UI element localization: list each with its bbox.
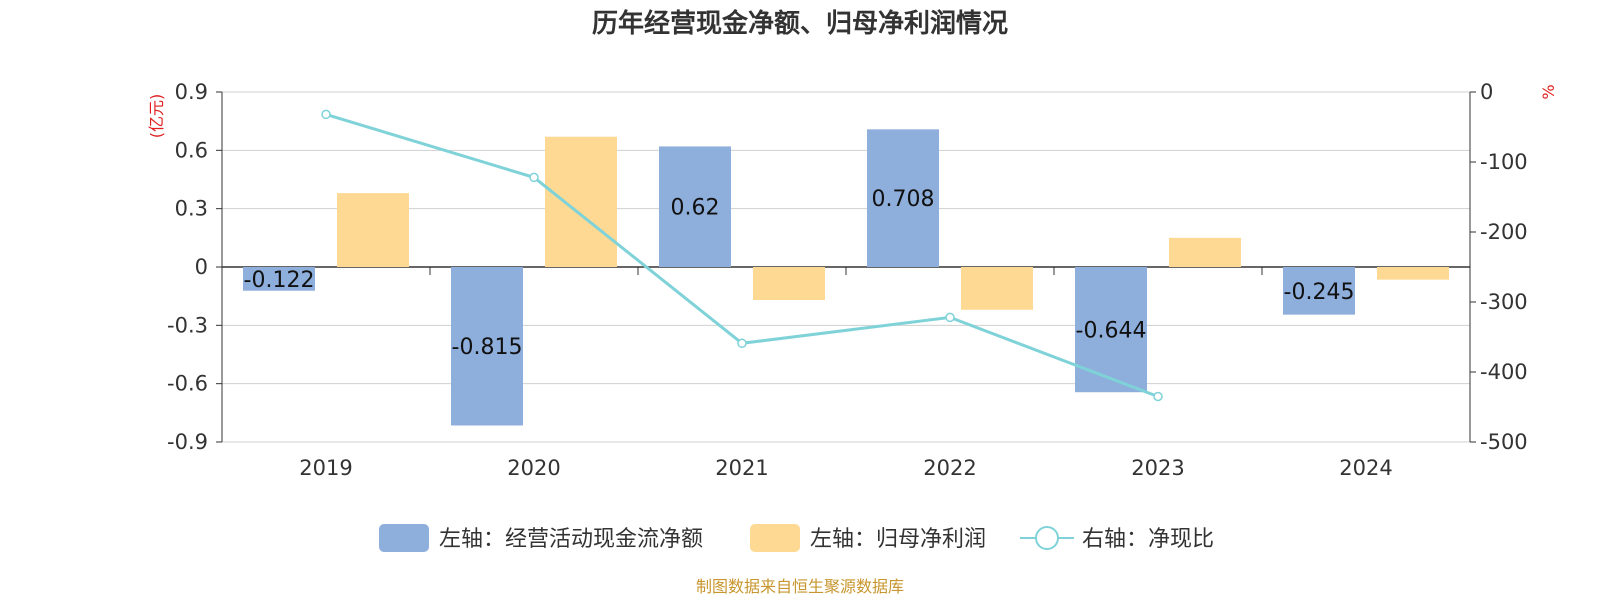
bar-cashflow xyxy=(1283,267,1355,315)
bar-net-profit xyxy=(961,267,1033,310)
bar-cashflow xyxy=(867,129,939,267)
bar-cashflow xyxy=(243,267,315,291)
category-label: 2023 xyxy=(1131,456,1184,480)
legend-swatch-cashflow xyxy=(379,524,429,552)
ratio-point xyxy=(1153,391,1163,402)
data-label-cashflow: -0.245 xyxy=(1284,280,1355,305)
legend-label-ratio: 右轴：净现比 xyxy=(1082,527,1214,552)
bar-net-profit xyxy=(753,267,825,301)
legend-label-cashflow: 左轴：经营活动现金流净额 xyxy=(439,527,703,552)
category-label: 2021 xyxy=(715,456,768,480)
legend-label-net-profit: 左轴：归母净利润 xyxy=(810,527,986,552)
left-tick-label: -0.9 xyxy=(167,430,208,454)
right-tick-label: -200 xyxy=(1480,220,1528,244)
right-tick-label: -300 xyxy=(1480,290,1528,314)
ratio-line xyxy=(321,109,1163,402)
data-labels: -0.122 -0.815 0.62 0.708 -0.644 -0.245 xyxy=(244,187,1355,360)
axes: 0.9 0.6 0.3 0 -0.3 -0.6 -0.9 0 -100 -200 -300 -400 -… xyxy=(167,80,1528,480)
category-label: 2020 xyxy=(507,456,560,480)
data-label-cashflow: -0.644 xyxy=(1076,319,1147,344)
left-tick-label: 0.3 xyxy=(175,197,208,221)
legend-swatch-net-profit xyxy=(750,524,800,552)
gridlines xyxy=(222,91,1470,443)
bar-net-profit xyxy=(337,193,409,267)
category-label: 2022 xyxy=(923,456,976,480)
data-label-cashflow: 0.708 xyxy=(872,187,935,212)
ratio-point xyxy=(945,312,955,323)
ratio-point xyxy=(321,109,331,120)
right-axis-unit: % xyxy=(1539,84,1558,99)
bars xyxy=(243,129,1449,426)
left-tick-label: 0 xyxy=(195,255,208,279)
category-label: 2024 xyxy=(1339,456,1392,480)
right-tick-label: -500 xyxy=(1480,430,1528,454)
right-tick-label: 0 xyxy=(1480,80,1493,104)
bar-cashflow xyxy=(659,146,731,267)
left-tick-label: -0.6 xyxy=(167,372,208,396)
bar-cashflow xyxy=(451,267,523,426)
right-tick-label: -100 xyxy=(1480,150,1528,174)
data-label-cashflow: -0.122 xyxy=(244,268,315,293)
bar-net-profit xyxy=(1377,267,1449,280)
chart-title: 历年经营现金净额、归母净利润情况 xyxy=(592,8,1008,39)
left-axis-unit: (亿元) xyxy=(147,94,166,139)
left-tick-label: 0.6 xyxy=(175,138,208,162)
legend: 左轴：经营活动现金流净额 左轴：归母净利润 右轴：净现比 xyxy=(379,524,1214,552)
data-label-cashflow: 0.62 xyxy=(671,196,720,221)
ratio-point xyxy=(529,172,539,183)
category-label: 2019 xyxy=(299,456,352,480)
source-note: 制图数据来自恒生聚源数据库 xyxy=(696,577,904,596)
data-label-cashflow: -0.815 xyxy=(452,335,523,360)
legend-marker-ratio xyxy=(1035,526,1059,550)
bar-net-profit xyxy=(1169,237,1241,267)
bar-cashflow xyxy=(1075,267,1147,393)
left-tick-label: 0.9 xyxy=(175,80,208,104)
left-tick-label: -0.3 xyxy=(167,313,208,337)
bar-net-profit xyxy=(545,136,617,267)
right-tick-label: -400 xyxy=(1480,360,1528,384)
ratio-point xyxy=(737,338,747,349)
